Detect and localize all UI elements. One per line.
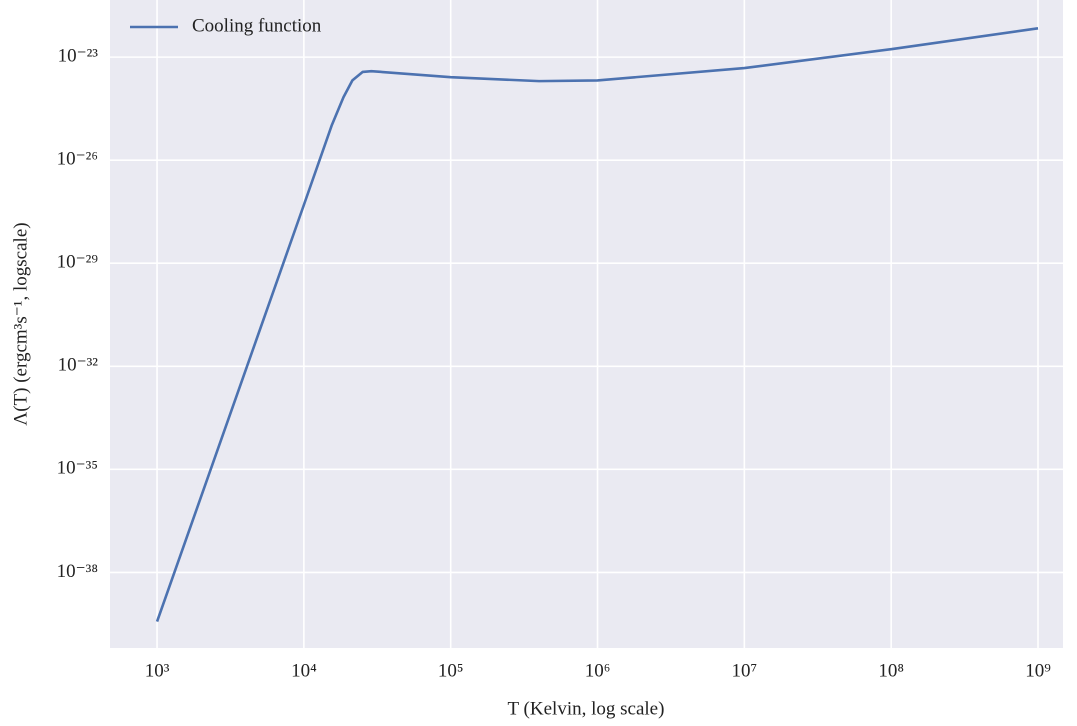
x-tick-label: 10⁸ — [878, 660, 904, 681]
y-tick-label: 10⁻²³ — [58, 45, 99, 66]
y-tick-label: 10⁻³⁵ — [57, 458, 98, 479]
y-tick-label: 10⁻²⁹ — [57, 252, 99, 273]
x-tick-label: 10³ — [145, 660, 170, 681]
legend-label: Cooling function — [192, 15, 322, 36]
y-axis-label: Λ(T) (ergcm³s⁻¹, logscale) — [10, 222, 31, 425]
plot-area — [110, 0, 1063, 648]
x-tick-label: 10⁷ — [732, 660, 758, 681]
line-series — [155, 27, 1039, 623]
x-tick-label: 10⁶ — [585, 660, 611, 681]
marks — [155, 27, 1039, 623]
grid — [110, 0, 1063, 648]
y-tick-label: 10⁻³⁸ — [57, 561, 98, 582]
y-tick-label: 10⁻³² — [58, 355, 99, 376]
x-axis-label: T (Kelvin, log scale) — [508, 698, 665, 719]
x-tick-label: 10⁴ — [291, 660, 317, 681]
y-tick-label: 10⁻²⁶ — [57, 149, 98, 170]
x-tick-label: 10⁵ — [438, 660, 464, 681]
x-tick-label: 10⁹ — [1025, 660, 1051, 681]
